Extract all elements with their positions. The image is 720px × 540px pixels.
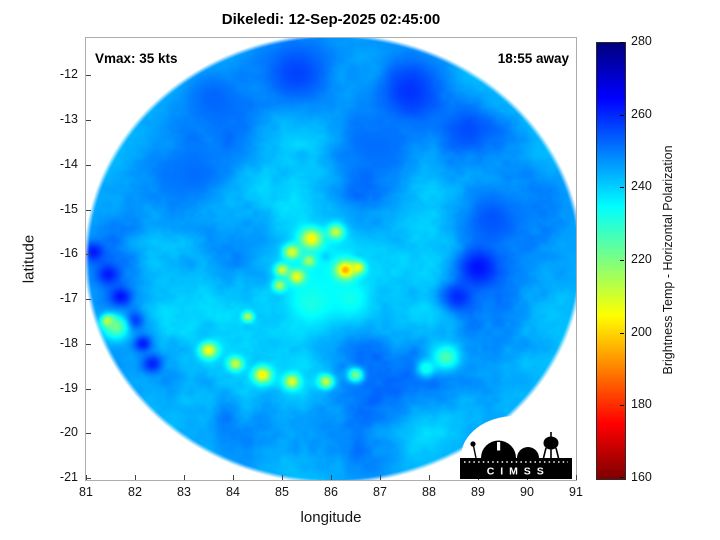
plot-area: Vmax: 35 kts 18:55 away C I M S S — [85, 37, 577, 481]
x-tick-label: 87 — [373, 485, 387, 499]
x-tick-label: 90 — [520, 485, 534, 499]
x-tick-label: 86 — [324, 485, 338, 499]
colorbar-tick-mark — [620, 260, 624, 261]
colorbar-tick-label: 200 — [631, 324, 652, 339]
colorbar-tick-label: 220 — [631, 252, 652, 266]
x-tick-label: 91 — [569, 485, 583, 499]
cimss-logo: C I M S S — [460, 416, 572, 479]
y-tick-mark — [86, 254, 91, 256]
vmax-annotation: Vmax: 35 kts — [95, 51, 178, 66]
swath-canvas — [86, 38, 576, 480]
x-tick-label: 81 — [79, 485, 93, 499]
y-tick-mark — [86, 75, 91, 77]
colorbar-tick-mark — [620, 405, 624, 407]
y-tick-mark — [86, 478, 91, 480]
x-tick-mark — [233, 475, 234, 480]
y-tick-label: -16 — [59, 246, 78, 261]
logo-water-tower-icon — [542, 432, 560, 459]
y-tick-label: -19 — [59, 380, 78, 395]
y-tick-label: -17 — [59, 291, 78, 306]
x-tick-label: 89 — [471, 485, 485, 499]
colorbar-tick-label: 160 — [631, 470, 652, 484]
colorbar-tick-label: 180 — [631, 397, 652, 412]
x-tick-mark — [429, 475, 430, 480]
y-tick-label: -15 — [59, 201, 78, 216]
y-tick-mark — [86, 343, 91, 345]
x-tick-mark — [380, 475, 381, 480]
x-tick-mark — [282, 475, 283, 480]
x-tick-mark — [135, 475, 136, 480]
colorbar-tick-label: 260 — [631, 106, 652, 121]
y-tick-mark — [86, 209, 91, 211]
x-tick-label: 84 — [226, 485, 240, 499]
y-tick-mark — [86, 164, 91, 166]
x-tick-label: 85 — [275, 485, 289, 499]
logo-dome-slit — [497, 442, 501, 451]
colorbar-tick-mark — [620, 187, 624, 189]
plot-title: Dikeledi: 12-Sep-2025 02:45:00 — [221, 11, 441, 28]
logo-banner — [460, 458, 572, 479]
x-tick-mark — [184, 475, 185, 480]
colorbar-tick-label: 280 — [631, 34, 652, 48]
y-tick-label: -13 — [59, 111, 78, 126]
colorbar-tick-mark — [620, 42, 624, 43]
x-tick-label: 83 — [177, 485, 191, 499]
y-tick-mark — [86, 433, 91, 435]
y-tick-label: -21 — [59, 470, 78, 485]
y-tick-mark — [86, 119, 91, 121]
x-axis-label: longitude — [300, 509, 362, 526]
colorbar-tick-mark — [620, 114, 624, 116]
y-tick-mark — [86, 388, 91, 390]
x-tick-mark — [576, 475, 577, 480]
colorbar-tick-label: 240 — [631, 179, 652, 194]
y-tick-mark — [86, 299, 91, 301]
logo-dome-small-icon — [517, 447, 539, 458]
eta-annotation: 18:55 away — [497, 51, 569, 66]
colorbar-tick-mark — [620, 332, 624, 334]
logo-antenna-icon — [470, 441, 477, 459]
y-tick-label: -18 — [59, 335, 78, 350]
logo-text: C I M S S — [487, 466, 545, 478]
x-tick-mark — [331, 475, 332, 480]
colorbar-tick-mark — [620, 477, 624, 478]
colorbar-canvas — [596, 42, 626, 480]
x-tick-label: 88 — [422, 485, 436, 499]
y-tick-label: -20 — [59, 425, 78, 440]
y-tick-label: -14 — [59, 156, 78, 171]
x-tick-label: 82 — [128, 485, 142, 499]
y-tick-label: -12 — [59, 67, 78, 82]
x-tick-mark — [86, 475, 87, 480]
